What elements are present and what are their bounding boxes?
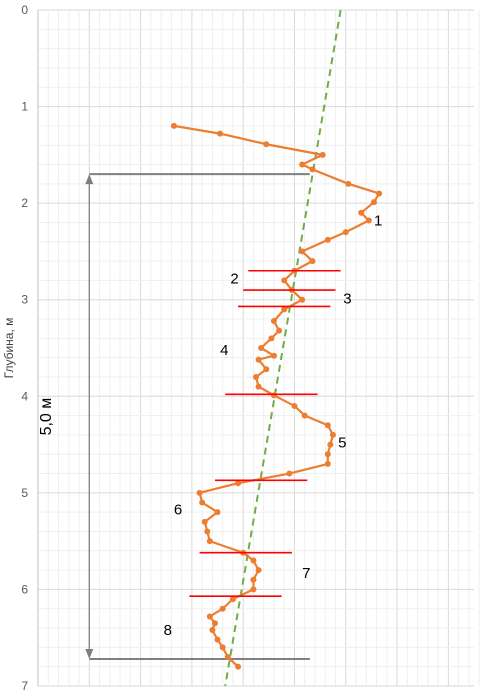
y-axis: 0 1 2 3 4 5 6 7 xyxy=(21,3,39,693)
data-point xyxy=(229,596,236,603)
data-point xyxy=(209,626,216,633)
data-point xyxy=(204,528,211,535)
data-point xyxy=(255,567,262,574)
data-point xyxy=(235,480,242,487)
data-point xyxy=(170,122,177,129)
data-point xyxy=(258,345,265,351)
layer-boundaries xyxy=(189,269,341,597)
y-tick-label: 4 xyxy=(21,389,28,403)
data-point xyxy=(268,335,275,342)
data-point xyxy=(358,209,365,216)
data-point xyxy=(196,489,203,496)
layer-number-label: 2 xyxy=(230,270,238,287)
dimension-arrow-up-icon xyxy=(85,174,94,185)
layer-number-label: 3 xyxy=(343,291,351,308)
dimension-label: 5,0 м xyxy=(38,398,55,436)
data-point xyxy=(299,248,306,255)
data-point xyxy=(324,422,331,429)
trend-line xyxy=(224,9,342,687)
data-point xyxy=(201,518,208,525)
data-point xyxy=(370,199,377,206)
y-tick-label: 1 xyxy=(21,100,28,114)
data-point xyxy=(324,460,331,467)
layer-number-label: 1 xyxy=(374,213,382,230)
data-point xyxy=(235,663,242,670)
data-point xyxy=(270,392,277,399)
data-point xyxy=(301,412,308,419)
data-point xyxy=(263,366,270,373)
data-point xyxy=(299,161,306,168)
y-tick-label: 3 xyxy=(21,293,28,307)
data-point xyxy=(319,151,326,158)
data-point xyxy=(250,586,257,593)
layer-number-label: 8 xyxy=(164,622,172,639)
layer-number-label: 4 xyxy=(220,342,228,359)
data-point xyxy=(206,613,213,620)
data-point xyxy=(255,356,262,363)
data-point xyxy=(309,166,316,173)
data-point xyxy=(214,636,221,643)
y-axis-label: Глубина, м xyxy=(2,318,16,379)
data-point xyxy=(224,654,231,661)
y-tick-label: 6 xyxy=(21,582,28,596)
dimension-marker: 5,0 м xyxy=(38,173,310,660)
data-point xyxy=(250,576,257,583)
trend-dashed-line xyxy=(224,9,342,687)
data-point xyxy=(206,538,213,545)
data-point xyxy=(214,509,221,516)
data-point xyxy=(299,296,306,303)
y-tick-label: 5 xyxy=(21,486,28,500)
data-point xyxy=(376,190,383,197)
data-point xyxy=(281,306,288,313)
data-point xyxy=(211,620,218,627)
data-point xyxy=(309,258,316,265)
data-point xyxy=(270,352,277,359)
y-tick-label: 2 xyxy=(21,196,28,210)
layer-labels: 1 2 3 4 5 6 7 8 xyxy=(164,213,383,639)
layer-number-label: 6 xyxy=(174,501,182,518)
y-tick-label: 7 xyxy=(21,679,28,693)
data-point xyxy=(276,327,283,334)
layer-number-label: 7 xyxy=(302,565,310,582)
data-point xyxy=(281,277,288,284)
data-point xyxy=(291,402,298,409)
dimension-arrow-down-icon xyxy=(85,648,94,659)
data-point xyxy=(219,605,226,612)
data-point xyxy=(219,644,226,651)
data-point xyxy=(270,317,277,324)
layer-number-label: 5 xyxy=(338,435,346,452)
data-point xyxy=(365,217,372,224)
data-point xyxy=(199,499,206,506)
data-point xyxy=(253,373,259,380)
data-point xyxy=(217,130,224,137)
data-point xyxy=(250,557,257,564)
data-point xyxy=(286,470,293,477)
data-point xyxy=(327,441,334,448)
data-point xyxy=(329,431,336,438)
data-point xyxy=(342,229,349,236)
data-point xyxy=(263,141,270,148)
data-point xyxy=(324,236,331,243)
y-tick-label: 0 xyxy=(21,3,28,17)
data-point xyxy=(345,180,352,187)
data-point xyxy=(324,451,331,458)
data-point xyxy=(255,383,262,390)
